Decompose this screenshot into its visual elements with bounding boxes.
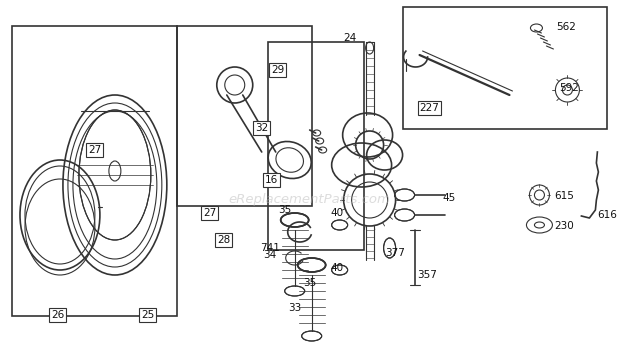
Text: 741: 741 [260,243,280,253]
Text: 616: 616 [598,210,618,220]
Text: 377: 377 [384,248,404,258]
Ellipse shape [394,209,415,221]
Text: 35: 35 [278,205,291,215]
Text: 27: 27 [203,208,216,218]
Text: 40: 40 [330,263,343,273]
Ellipse shape [79,110,151,240]
Text: 35: 35 [303,278,316,288]
Text: eReplacementParts.com: eReplacementParts.com [229,193,391,206]
Text: 25: 25 [141,310,154,320]
Text: 28: 28 [217,235,231,245]
Bar [268,42,363,250]
Ellipse shape [281,213,309,227]
Text: 24: 24 [343,33,356,43]
Text: 27: 27 [88,145,102,155]
Bar [402,7,608,129]
Ellipse shape [384,238,396,258]
Text: 32: 32 [255,123,268,133]
Text: 29: 29 [271,65,285,75]
Ellipse shape [302,331,322,341]
Ellipse shape [298,258,326,272]
Bar [12,26,177,316]
Ellipse shape [332,220,348,230]
Text: 562: 562 [557,22,577,32]
Ellipse shape [394,189,415,201]
Text: 227: 227 [420,103,440,113]
Text: 357: 357 [418,270,438,280]
Text: 615: 615 [554,191,574,201]
Bar [177,26,312,206]
Ellipse shape [285,286,304,296]
Text: 33: 33 [288,303,301,313]
Text: 230: 230 [554,221,574,231]
Text: 45: 45 [443,193,456,203]
Text: 40: 40 [330,208,343,218]
Text: 34: 34 [263,250,277,260]
Text: 592: 592 [559,83,579,93]
Text: 26: 26 [51,310,64,320]
Text: 16: 16 [265,175,278,185]
Ellipse shape [332,265,348,275]
